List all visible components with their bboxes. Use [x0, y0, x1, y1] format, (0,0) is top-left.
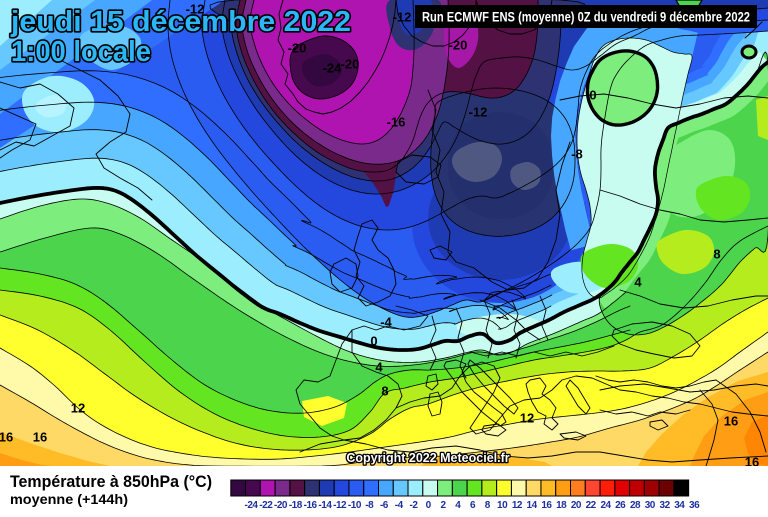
svg-text:-24: -24 — [323, 61, 343, 76]
svg-text:Run ECMWF ENS (moyenne) 0Z du: Run ECMWF ENS (moyenne) 0Z du vendredi 9… — [422, 10, 750, 25]
svg-text:-12: -12 — [393, 10, 412, 25]
svg-text:32: 32 — [660, 500, 671, 511]
svg-text:-16: -16 — [304, 500, 318, 511]
svg-text:24: 24 — [600, 500, 611, 511]
svg-text:-18: -18 — [289, 500, 303, 511]
svg-text:6: 6 — [470, 500, 476, 511]
svg-text:Copyright 2022 Meteociel.fr: Copyright 2022 Meteociel.fr — [346, 451, 509, 465]
svg-text:18: 18 — [556, 500, 567, 511]
svg-text:-12: -12 — [186, 2, 205, 17]
svg-text:16: 16 — [0, 430, 13, 445]
svg-text:30: 30 — [645, 500, 656, 511]
svg-text:8: 8 — [713, 247, 720, 262]
svg-text:0: 0 — [370, 334, 377, 349]
svg-text:-20: -20 — [449, 38, 468, 53]
svg-text:36: 36 — [689, 500, 700, 511]
svg-text:16: 16 — [541, 500, 552, 511]
svg-text:0: 0 — [426, 500, 432, 511]
svg-text:-4: -4 — [395, 500, 404, 511]
svg-text:Température à 850hPa (°C): Température à 850hPa (°C) — [10, 472, 212, 491]
svg-text:-6: -6 — [380, 500, 389, 511]
svg-text:4: 4 — [375, 360, 383, 375]
svg-text:0: 0 — [589, 88, 596, 103]
svg-text:-20: -20 — [341, 57, 360, 72]
svg-text:10: 10 — [497, 500, 508, 511]
svg-text:12: 12 — [520, 411, 534, 426]
svg-text:moyenne (+144h): moyenne (+144h) — [10, 491, 128, 507]
svg-text:14: 14 — [527, 500, 538, 511]
svg-text:22: 22 — [586, 500, 597, 511]
svg-text:8: 8 — [485, 500, 491, 511]
svg-text:-12: -12 — [469, 105, 488, 120]
svg-text:jeudi 15 décembre 2022: jeudi 15 décembre 2022 — [10, 6, 351, 38]
svg-text:-12: -12 — [333, 500, 347, 511]
svg-text:16: 16 — [724, 414, 738, 429]
svg-text:12: 12 — [512, 500, 523, 511]
svg-text:-4: -4 — [380, 315, 392, 330]
svg-text:-8: -8 — [571, 147, 583, 162]
svg-text:-20: -20 — [288, 41, 307, 56]
svg-text:-16: -16 — [387, 115, 406, 130]
svg-text:16: 16 — [33, 430, 47, 445]
svg-text:-10: -10 — [348, 500, 362, 511]
svg-text:8: 8 — [381, 384, 388, 399]
svg-text:16: 16 — [745, 455, 759, 470]
svg-text:-8: -8 — [365, 500, 374, 511]
svg-text:28: 28 — [630, 500, 641, 511]
svg-text:-24: -24 — [245, 500, 259, 511]
svg-text:-2: -2 — [410, 500, 419, 511]
svg-text:20: 20 — [571, 500, 582, 511]
svg-text:-20: -20 — [274, 500, 288, 511]
svg-text:2: 2 — [440, 500, 446, 511]
svg-text:12: 12 — [71, 401, 85, 416]
svg-text:-14: -14 — [318, 500, 332, 511]
svg-text:4: 4 — [455, 500, 461, 511]
svg-text:-22: -22 — [259, 500, 273, 511]
svg-text:34: 34 — [674, 500, 685, 511]
svg-text:1:00 locale: 1:00 locale — [11, 36, 151, 68]
svg-text:26: 26 — [615, 500, 626, 511]
svg-text:4: 4 — [634, 275, 642, 290]
